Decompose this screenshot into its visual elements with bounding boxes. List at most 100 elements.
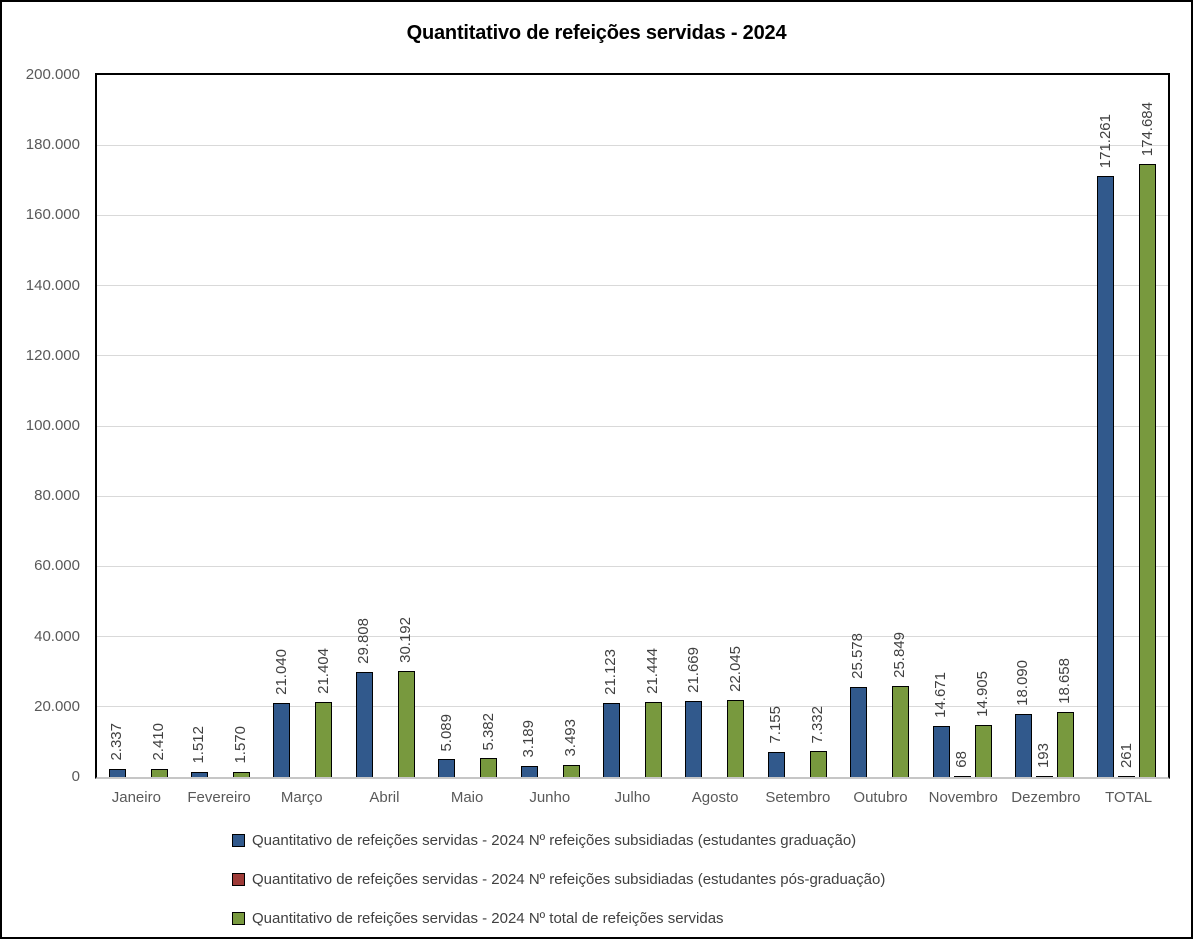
bar-label: 3.493: [561, 719, 579, 757]
bar-label: 21.669: [684, 647, 702, 693]
bar-slot: 14.671: [931, 671, 950, 777]
bar-label: 21.444: [644, 647, 662, 694]
bar-slot: 18.658: [1056, 658, 1074, 777]
legend-marker-icon: [232, 834, 245, 847]
bar: [233, 771, 251, 777]
bar-group: 3.189 3.493: [509, 75, 591, 777]
bar-group: 7.155 7.332: [756, 75, 838, 777]
bar-slot: 21.669: [684, 647, 703, 777]
bar-slot: 21.444: [644, 647, 663, 777]
bars-container: 2.337 2.410 1.512 1.570 21.040 21.404 29.808 30…: [97, 75, 1168, 777]
bar-label: 5.089: [437, 713, 455, 752]
y-axis-label: 100.000: [25, 417, 80, 434]
bar-slot: 25.578: [849, 633, 868, 777]
bar-group: 18.090 193 18.658: [1003, 75, 1085, 777]
bar-group: 5.089 5.382: [427, 75, 509, 777]
bar-slot: 2.337: [108, 723, 126, 777]
bar-slot: 21.404: [315, 648, 333, 777]
bar-label: 193: [1035, 742, 1053, 768]
y-axis-label: 60.000: [34, 557, 80, 575]
bar-label: 21.040: [272, 649, 290, 696]
legend-label: Quantitativo de refeições servidas - 202…: [252, 871, 886, 888]
bar-slot: 3.189: [520, 720, 538, 777]
gridline: [97, 565, 1168, 567]
bar-label: 261: [1117, 742, 1135, 768]
y-axis-label: 160.000: [25, 206, 80, 224]
plot-area: 2.337 2.410 1.512 1.570 21.040 21.404 29.808 30…: [95, 73, 1170, 779]
x-axis-label: Maio: [450, 789, 484, 806]
gridline: [97, 355, 1168, 357]
y-axis-label: 140.000: [25, 276, 80, 294]
bar-slot: 174.684: [1139, 102, 1157, 777]
bar: [1097, 175, 1115, 777]
bar: [1118, 776, 1136, 777]
bar-slot: 171.261: [1096, 113, 1115, 777]
bar-label: 30.192: [397, 617, 415, 664]
bar-group: 21.123 21.444: [591, 75, 673, 777]
legend-item: Quantitativo de refeições servidas - 202…: [232, 910, 885, 927]
bar-label: 1.512: [190, 726, 208, 764]
chart-title: Quantitativo de refeições servidas - 202…: [406, 22, 787, 44]
bar: [397, 671, 415, 777]
bar: [1139, 163, 1157, 777]
bar-label: 14.671: [931, 671, 949, 718]
y-axis-label: 40.000: [34, 627, 80, 645]
bar-group: 1.512 1.570: [179, 75, 261, 777]
bar-label: 171.261: [1096, 113, 1114, 168]
bar: [438, 759, 456, 777]
bar-group: 2.337 2.410: [97, 75, 179, 777]
bar: [809, 751, 827, 777]
bar-group: 21.040 21.404: [262, 75, 344, 777]
bar-slot: 5.382: [479, 712, 498, 777]
gridline: [97, 144, 1168, 146]
legend-item: Quantitativo de refeições servidas - 202…: [232, 832, 885, 849]
bar: [1014, 713, 1032, 777]
bar-label: 68: [952, 751, 970, 768]
bar-label: 2.410: [149, 723, 167, 761]
bar-label: 14.905: [973, 670, 991, 717]
bar: [480, 758, 498, 777]
gridline: [97, 706, 1168, 708]
bar: [520, 765, 538, 777]
y-axis-label: 200.000: [25, 66, 80, 83]
bar: [974, 724, 992, 777]
bar: [355, 672, 373, 777]
legend-marker-icon: [232, 912, 245, 925]
bar-slot: 5.089: [437, 713, 456, 777]
bar-label: 7.155: [767, 706, 785, 744]
x-axis-label: Junho: [529, 789, 571, 806]
legend-label: Quantitativo de refeições servidas - 202…: [252, 832, 857, 849]
bar-label: 22.045: [726, 645, 744, 692]
bar: [932, 725, 950, 777]
bar: [1035, 776, 1053, 777]
x-axis-label: Setembro: [765, 789, 831, 806]
bar: [191, 771, 209, 777]
bar-label: 18.090: [1014, 659, 1032, 706]
bar-group: 25.578 25.849: [839, 75, 921, 777]
y-axis-label: 120.000: [25, 346, 80, 364]
bar-slot: 21.040: [272, 649, 291, 777]
bar: [1056, 711, 1074, 777]
gridline: [97, 636, 1168, 638]
bar: [315, 701, 333, 777]
bar-label: 25.849: [891, 632, 909, 679]
bar: [273, 703, 291, 777]
bar: [150, 768, 168, 777]
y-axis-label: 180.000: [25, 136, 80, 154]
bar-group: 171.261 261 174.684: [1086, 75, 1168, 777]
bar-slot: 68: [952, 751, 971, 777]
x-axis-label: Novembro: [928, 789, 998, 806]
bar: [892, 686, 910, 777]
y-axis-label: 0: [71, 768, 80, 785]
x-axis-label: Julho: [614, 789, 651, 806]
x-axis: Janeiro Fevereiro Março Abril Maio Junho Julho…: [95, 789, 1170, 806]
bar-slot: 30.192: [397, 617, 415, 777]
x-axis-label: Março: [280, 789, 323, 806]
bar-label: 5.382: [479, 712, 497, 751]
bar-slot: 193: [1035, 742, 1053, 777]
gridline: [97, 495, 1168, 497]
bar: [727, 699, 745, 777]
x-axis-label: TOTAL: [1105, 789, 1153, 806]
bar-slot: 21.123: [602, 649, 621, 777]
bar-slot: 2.410: [149, 723, 168, 777]
